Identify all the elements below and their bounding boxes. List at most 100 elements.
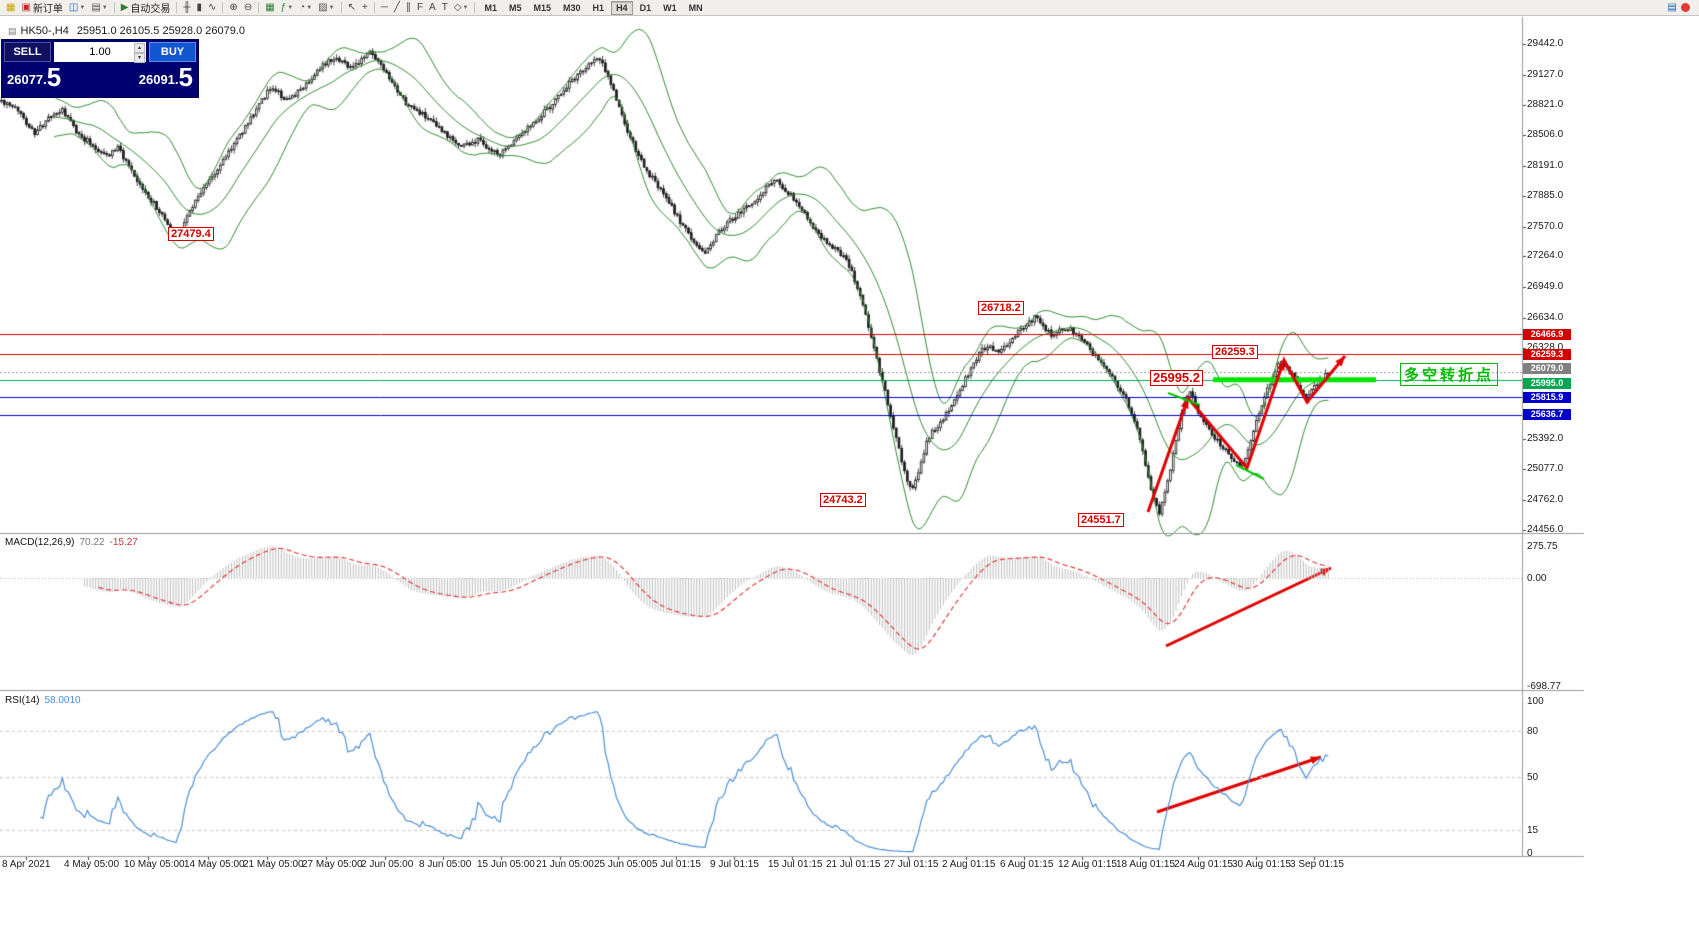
- price-annotation[interactable]: 25995.2: [1150, 370, 1203, 386]
- macd-axis-label: -698.77: [1527, 681, 1561, 692]
- symbol-period-label: HK50-,H4: [20, 25, 69, 37]
- timeframe-w1[interactable]: W1: [663, 2, 677, 13]
- price-axis-label: 27570.0: [1527, 220, 1564, 232]
- rsi-name: RSI(14): [5, 695, 40, 706]
- time-axis-label: 27 May 05:00: [302, 859, 363, 870]
- caret-down-icon: ▼: [306, 4, 313, 11]
- price-annotation[interactable]: 26718.2: [978, 301, 1024, 315]
- price-axis-badge: 25815.9: [1523, 391, 1571, 403]
- time-axis-label: 6 Aug 01:15: [1000, 859, 1054, 870]
- trendline-button[interactable]: ╱: [391, 0, 403, 16]
- caret-down-icon: ▼: [328, 4, 335, 11]
- price-annotation[interactable]: 27479.4: [168, 227, 214, 241]
- price-axis-label: 24456.0: [1527, 523, 1564, 535]
- timeframe-h4[interactable]: H4: [611, 0, 633, 15]
- fibonacci-icon: F: [416, 1, 424, 13]
- macd-axis-label: 275.75: [1527, 541, 1558, 552]
- timeframe-h1[interactable]: H1: [592, 2, 605, 13]
- price-annotation[interactable]: 24743.2: [820, 493, 866, 507]
- layout-icon[interactable]: ▤: [1667, 1, 1677, 13]
- toolbar-right-group: ▤: [1667, 1, 1696, 13]
- channel-icon: ∥: [405, 1, 411, 13]
- line-chart-button[interactable]: ∿: [205, 0, 219, 16]
- time-axis-label: 5 Jul 01:15: [652, 859, 701, 870]
- zoom-out-button[interactable]: ⊖: [241, 0, 255, 16]
- zoom-in-icon: ⊕: [229, 1, 238, 13]
- time-axis-label: 14 May 05:00: [184, 859, 245, 870]
- new-chart-button[interactable]: ▦: [3, 0, 18, 16]
- toolbar-separator: [113, 2, 115, 13]
- new-chart-icon: ▦: [6, 1, 16, 13]
- shapes-button[interactable]: ◇ ▼: [451, 0, 472, 16]
- ask-price-small: 26091.: [138, 72, 179, 87]
- macd-axis-label: 0.00: [1527, 573, 1547, 584]
- candlestick-button[interactable]: ▮: [194, 0, 206, 16]
- turning-point-label[interactable]: 多空转折点: [1400, 363, 1499, 386]
- tile-windows-button[interactable]: ▦: [262, 0, 277, 16]
- price-annotation[interactable]: 26259.3: [1212, 345, 1258, 359]
- timeframe-mn[interactable]: MN: [688, 2, 703, 13]
- charts-list-button[interactable]: ▤ ▼: [88, 0, 110, 16]
- trendline-icon: ╱: [393, 1, 400, 13]
- time-axis-label: 15 Jul 01:15: [768, 859, 823, 870]
- charts-list-icon: ▤: [91, 1, 101, 13]
- rsi-indicator-label: RSI(14) 58.0010: [5, 695, 81, 706]
- zoom-in-button[interactable]: ⊕: [226, 0, 240, 16]
- bar-chart-icon: ╫: [183, 1, 191, 13]
- lot-input[interactable]: 1.00 ▴ ▾: [54, 42, 146, 63]
- horizontal-line-icon: ─: [380, 1, 388, 13]
- label-button[interactable]: T: [439, 0, 451, 16]
- lot-decrement-button[interactable]: ▾: [134, 53, 145, 63]
- timeframe-d1[interactable]: D1: [639, 2, 652, 13]
- tile-windows-icon: ▦: [265, 1, 275, 13]
- time-axis-label: 25 Jun 05:00: [594, 859, 652, 870]
- channel-button[interactable]: ∥: [403, 0, 414, 16]
- one-click-trading-panel: SELL 1.00 ▴ ▾ BUY 26077. 5 26091. 5: [2, 40, 198, 97]
- timeframe-m5[interactable]: M5: [509, 2, 522, 13]
- autotrading-button[interactable]: ▶ 自动交易: [118, 0, 174, 16]
- time-axis-label: 18 Aug 01:15: [1116, 859, 1175, 870]
- time-axis-label: 10 May 05:00: [124, 859, 185, 870]
- profiles-button[interactable]: ◫ ▼: [66, 0, 88, 16]
- templates-button[interactable]: ▨ ▼: [315, 0, 337, 16]
- zoom-out-icon: ⊖: [243, 1, 253, 13]
- text-button[interactable]: A: [426, 0, 439, 16]
- lot-increment-button[interactable]: ▴: [134, 43, 145, 53]
- bar-chart-button[interactable]: ╫: [180, 0, 193, 16]
- time-axis-label: 2 Aug 01:15: [942, 859, 996, 870]
- bid-price: 26077. 5: [7, 64, 61, 90]
- price-annotation[interactable]: 24551.7: [1078, 513, 1124, 527]
- community-icon[interactable]: [1681, 3, 1690, 12]
- horizontal-line-button[interactable]: ─: [378, 0, 391, 16]
- periods-button[interactable]: ◔ ▼: [296, 0, 315, 16]
- candlestick-icon: ▮: [196, 1, 203, 13]
- fibonacci-button[interactable]: F: [414, 0, 426, 16]
- timeframe-m30[interactable]: M30: [563, 2, 581, 13]
- sell-button[interactable]: SELL: [4, 42, 51, 62]
- price-axis-label: 27264.0: [1527, 250, 1564, 262]
- autotrading-button-label: 自动交易: [130, 4, 171, 15]
- indicators-button[interactable]: ƒ ▼: [278, 0, 297, 16]
- line-chart-icon: ∿: [208, 1, 217, 13]
- time-axis-label: 21 Jun 05:00: [536, 859, 594, 870]
- crosshair-button[interactable]: +: [359, 0, 371, 16]
- time-axis-label: 2 Jun 05:00: [361, 859, 414, 870]
- price-axis-label: 26634.0: [1527, 311, 1564, 323]
- timeframe-m15[interactable]: M15: [533, 2, 552, 13]
- timeframe-m1[interactable]: M1: [484, 2, 497, 13]
- cursor-button[interactable]: ↖: [345, 0, 359, 16]
- profiles-icon: ◫: [68, 1, 79, 13]
- rsi-axis-label: 0: [1527, 848, 1533, 859]
- toolbar-separator: [373, 2, 375, 13]
- caret-down-icon: ▼: [287, 4, 294, 11]
- price-axis-badge: 25995.0: [1523, 377, 1571, 389]
- new-order-button[interactable]: ▣ 新订单: [18, 0, 65, 16]
- price-axis-badge: 26259.3: [1523, 348, 1571, 360]
- buy-button[interactable]: BUY: [149, 42, 196, 62]
- price-axis-badge: 26466.9: [1523, 328, 1571, 340]
- caret-down-icon: ▼: [462, 4, 469, 11]
- toolbar-separator: [222, 2, 224, 13]
- ask-price: 26091. 5: [138, 64, 193, 90]
